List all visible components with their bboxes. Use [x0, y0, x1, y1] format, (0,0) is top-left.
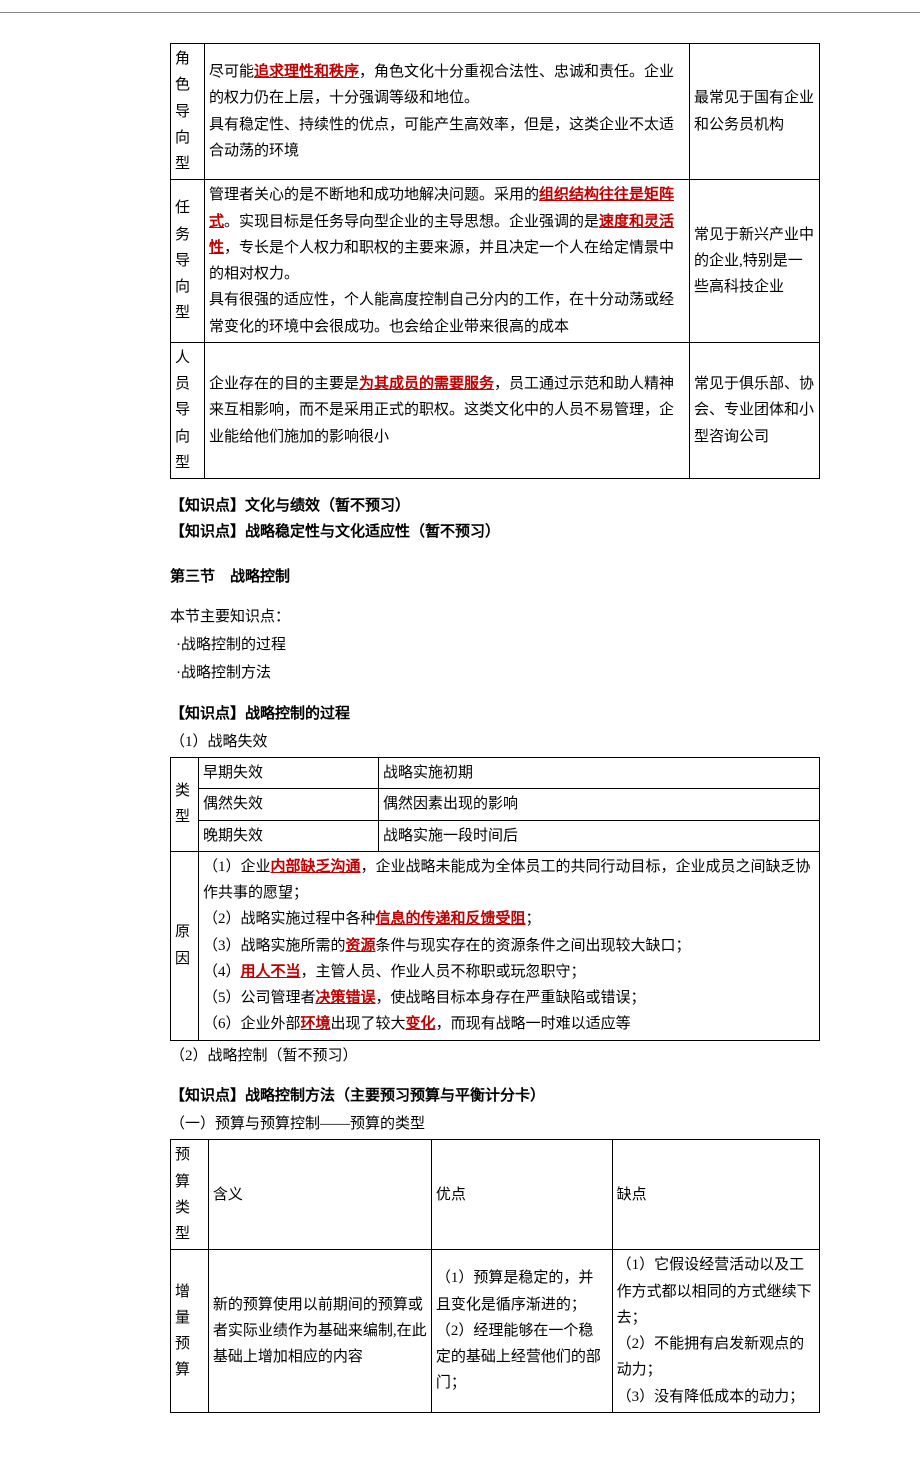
th: 预算类型 [171, 1140, 209, 1250]
culture-types-table: 角色导向型 尽可能追求理性和秩序，角色文化十分重视合法性、忠诚和责任。企业的权力… [170, 43, 820, 479]
row-label: 人员导向型 [171, 342, 205, 478]
row-group-label: 原因 [171, 851, 199, 1040]
bullet-item: ·战略控制的过程 [176, 632, 820, 658]
budget-types-table: 预算类型 含义 优点 缺点 增量预算 新的预算使用以前期间的预算或者实际业绩作为… [170, 1139, 820, 1413]
cell: （1）它假设经营活动以及工作方式都以相同的方式继续下去； （2）不能拥有启发新观… [612, 1250, 819, 1413]
table-row: 任务导向型 管理者关心的是不断地和成功地解决问题。采用的组织结构往往是矩阵式。实… [171, 180, 820, 343]
row-example: 常见于俱乐部、协会、专业团体和小型咨询公司 [690, 342, 820, 478]
bullet-item: ·战略控制方法 [176, 660, 820, 686]
cell: （1）预算是稳定的，并且变化是循序渐进的； （2）经理能够在一个稳定的基础上经营… [431, 1250, 612, 1413]
cell: 新的预算使用以前期间的预算或者实际业绩作为基础来编制,在此基础上增加相应的内容 [208, 1250, 431, 1413]
cell: 增量预算 [171, 1250, 209, 1413]
knowledge-point: 【知识点】战略稳定性与文化适应性（暂不预习） [170, 519, 820, 545]
cell: 战略实施一段时间后 [379, 820, 820, 851]
table-row: 偶然失效 偶然因素出现的影响 [171, 789, 820, 820]
sub-heading: （2）战略控制（暂不预习） [170, 1043, 820, 1069]
row-example: 最常见于国有企业和公务员机构 [690, 44, 820, 180]
row-group-label: 类型 [171, 758, 199, 852]
row-desc: 管理者关心的是不断地和成功地解决问题。采用的组织结构往往是矩阵式。实现目标是任务… [205, 180, 690, 343]
knowledge-point: 【知识点】战略控制方法（主要预习预算与平衡计分卡） [170, 1083, 820, 1109]
row-label: 任务导向型 [171, 180, 205, 343]
table-row: 类型 早期失效 战略实施初期 [171, 758, 820, 789]
table-row: 原因 （1）企业内部缺乏沟通，企业战略未能成为全体员工的共同行动目标，企业成员之… [171, 851, 820, 1040]
cell: 偶然失效 [199, 789, 379, 820]
section-intro: 本节主要知识点： [170, 604, 820, 630]
causes-cell: （1）企业内部缺乏沟通，企业战略未能成为全体员工的共同行动目标，企业成员之间缺乏… [199, 851, 820, 1040]
table-row: 增量预算 新的预算使用以前期间的预算或者实际业绩作为基础来编制,在此基础上增加相… [171, 1250, 820, 1413]
table-header-row: 预算类型 含义 优点 缺点 [171, 1140, 820, 1250]
row-example: 常见于新兴产业中的企业,特别是一些高科技企业 [690, 180, 820, 343]
row-label: 角色导向型 [171, 44, 205, 180]
table-row: 人员导向型 企业存在的目的主要是为其成员的需要服务，员工通过示范和助人精神来互相… [171, 342, 820, 478]
sub-heading: （1）战略失效 [170, 729, 820, 755]
table-row: 角色导向型 尽可能追求理性和秩序，角色文化十分重视合法性、忠诚和责任。企业的权力… [171, 44, 820, 180]
sub-heading: （一）预算与预算控制——预算的类型 [170, 1111, 820, 1137]
table-row: 晚期失效 战略实施一段时间后 [171, 820, 820, 851]
cell: 早期失效 [199, 758, 379, 789]
knowledge-point: 【知识点】文化与绩效（暂不预习） [170, 493, 820, 519]
th: 缺点 [612, 1140, 819, 1250]
cell: 偶然因素出现的影响 [379, 789, 820, 820]
row-desc: 尽可能追求理性和秩序，角色文化十分重视合法性、忠诚和责任。企业的权力仍在上层，十… [205, 44, 690, 180]
strategy-failure-table: 类型 早期失效 战略实施初期 偶然失效 偶然因素出现的影响 晚期失效 战略实施一… [170, 757, 820, 1041]
th: 优点 [431, 1140, 612, 1250]
th: 含义 [208, 1140, 431, 1250]
cell: 晚期失效 [199, 820, 379, 851]
row-desc: 企业存在的目的主要是为其成员的需要服务，员工通过示范和助人精神来互相影响，而不是… [205, 342, 690, 478]
page-top-rule [0, 12, 920, 13]
knowledge-point: 【知识点】战略控制的过程 [170, 701, 820, 727]
section-title: 第三节 战略控制 [170, 564, 820, 590]
cell: 战略实施初期 [379, 758, 820, 789]
